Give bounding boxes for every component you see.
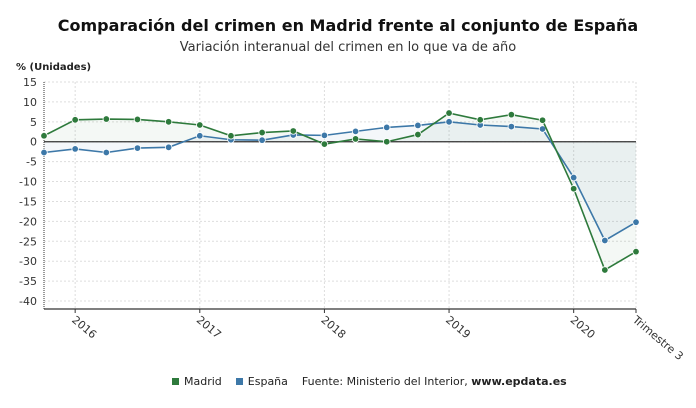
y-tick-label: -35 [19,275,37,288]
point-madrid [507,110,516,119]
point-madrid [320,140,329,148]
point-espana [414,121,422,130]
legend-item-espana[interactable]: España [235,375,288,388]
y-tick-label: 10 [23,96,37,109]
point-espana [40,148,48,157]
point-madrid [351,135,360,143]
point-espana [133,144,142,152]
y-tick-label: -15 [19,195,37,208]
point-espana [632,218,640,226]
point-madrid [445,109,453,117]
x-tick-label: Trimestre 3 [629,313,685,363]
point-madrid [289,127,297,135]
area-madrid [44,113,636,270]
y-tick-label: 0 [30,136,37,149]
point-madrid [383,138,391,146]
point-espana [601,236,609,245]
y-tick-label: -30 [19,255,37,268]
y-tick-label: -20 [19,215,37,228]
point-espana [445,118,453,126]
point-madrid [601,266,609,274]
point-madrid [196,121,204,129]
point-espana [71,145,79,153]
point-espana [351,127,360,136]
x-tick-label: 2020 [568,313,598,341]
point-madrid [414,130,422,139]
point-espana [383,123,391,132]
y-axis-label: % (Unidades) [16,62,92,73]
point-espana [164,143,173,152]
point-madrid [632,247,640,256]
x-tick-label: 2016 [69,313,99,341]
point-madrid [40,132,48,140]
y-tick-label: 15 [23,76,37,89]
legend-item-madrid[interactable]: Madrid [172,375,222,388]
x-tick-label: 2019 [443,313,473,341]
y-tick-label: 5 [30,116,37,129]
point-madrid [569,185,578,193]
point-espana [507,122,516,131]
point-espana [320,131,329,140]
y-tick-label: -40 [19,295,37,308]
y-tick-label: -5 [26,156,37,169]
chart-subtitle: Variación interanual del crimen en lo qu… [179,40,517,55]
source-link[interactable]: www.epdata.es [471,375,567,388]
source-note: Fuente: Ministerio del Interior, www.epd… [301,375,567,388]
y-tick-label: -25 [19,235,37,248]
point-madrid [258,128,266,137]
point-madrid [102,115,111,123]
point-madrid [133,115,142,124]
chart-title: Comparación del crimen en Madrid frente … [57,16,639,35]
x-tick-label: 2018 [318,313,348,341]
point-espana [196,132,204,140]
point-espana [102,148,111,157]
point-madrid [71,116,79,124]
point-madrid [538,116,547,124]
point-espana [258,136,266,144]
line-espana [43,121,637,242]
point-espana [569,173,578,182]
y-tick-label: -10 [19,176,37,189]
line-madrid [43,112,637,272]
point-madrid [476,116,484,124]
legend: Madrid España Fuente: Ministerio del Int… [172,375,567,388]
x-tick-label: 2017 [194,313,224,341]
point-madrid [164,118,173,126]
point-madrid [227,132,235,140]
